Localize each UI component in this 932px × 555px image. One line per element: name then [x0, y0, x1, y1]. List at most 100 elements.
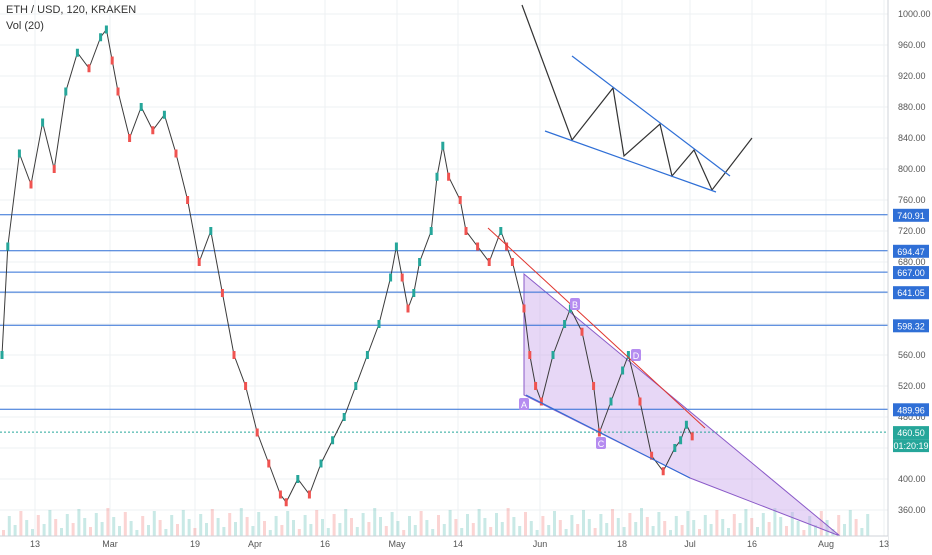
candle	[220, 289, 224, 297]
volume-bar	[187, 519, 191, 536]
y-tick-label: 520.00	[898, 381, 926, 391]
volume-bar	[814, 525, 817, 536]
schematic-upper-line	[571, 55, 731, 177]
volume-label: Vol (20)	[6, 20, 44, 32]
candle	[174, 149, 178, 158]
volume-bar	[657, 512, 661, 536]
volume-bar	[727, 528, 730, 536]
x-tick-label: May	[388, 539, 406, 549]
candle	[354, 382, 358, 390]
y-tick-label: 720.00	[898, 226, 926, 236]
volume-bar	[141, 516, 145, 536]
volume-bar	[396, 521, 400, 536]
volume-bar	[680, 525, 684, 536]
pattern-point-marker	[519, 398, 529, 410]
candle	[365, 351, 369, 359]
volume-bar	[205, 523, 208, 536]
volume-bar	[164, 529, 168, 536]
volume-bar	[338, 523, 342, 536]
volume-bar	[42, 524, 46, 536]
volume-bar	[222, 527, 226, 536]
volume-bar	[454, 519, 458, 536]
volume-bar	[274, 516, 278, 536]
volume-bar	[837, 515, 841, 536]
x-tick-label: 18	[617, 539, 627, 549]
volume-bar	[460, 528, 464, 536]
candle	[128, 134, 132, 142]
volume-bar	[541, 516, 545, 536]
volume-bar	[605, 523, 609, 536]
candle	[151, 126, 155, 135]
volume-bar	[361, 513, 365, 536]
volume-bar	[645, 517, 649, 536]
candle	[186, 196, 190, 204]
level-price-label: 694.47	[897, 247, 925, 257]
pattern-point-marker	[631, 349, 641, 361]
candle	[162, 110, 166, 119]
volume-bar	[321, 519, 324, 536]
candle	[406, 304, 410, 313]
volume-bar	[529, 521, 533, 536]
candle	[377, 320, 381, 328]
volume-bar	[825, 520, 829, 536]
volume-bar	[286, 511, 290, 536]
level-price-label: 641.05	[897, 288, 925, 298]
level-price-tag	[893, 244, 929, 258]
volume-bar	[570, 515, 574, 536]
volume-bar	[692, 520, 696, 536]
candle	[209, 227, 213, 235]
volume-bar	[709, 524, 713, 536]
volume-bar	[599, 514, 603, 536]
pattern-point-marker	[596, 437, 606, 449]
volume-bar	[152, 511, 156, 536]
volume-bar	[332, 514, 336, 536]
volume-bar	[239, 508, 243, 536]
level-price-label: 598.32	[897, 321, 925, 331]
volume-bar	[547, 525, 551, 536]
volume-bar	[176, 524, 179, 536]
volume-bar	[761, 513, 765, 536]
candle	[528, 351, 532, 359]
x-tick-label: 13	[30, 539, 40, 549]
candle	[487, 258, 491, 266]
volume-bar	[54, 519, 58, 536]
volume-bar	[303, 515, 307, 536]
volume-bar	[506, 508, 510, 536]
schematic-lower-line	[544, 130, 717, 193]
volume-bar	[13, 525, 17, 536]
candle	[522, 304, 526, 313]
volume-bar	[582, 510, 585, 536]
candle	[429, 227, 433, 235]
candle	[679, 436, 683, 445]
candle	[99, 33, 103, 42]
candle	[331, 436, 335, 445]
volume-bar	[112, 517, 116, 536]
volume-bar	[808, 516, 812, 536]
volume-bar	[2, 530, 5, 536]
candle	[447, 172, 451, 181]
volume-bar	[309, 524, 313, 536]
level-price-tag	[893, 286, 929, 300]
volume-bar	[89, 527, 92, 536]
y-tick-label: 840.00	[898, 133, 926, 143]
volume-bar	[854, 519, 858, 536]
y-tick-label: 880.00	[898, 102, 926, 112]
volume-bar	[767, 522, 771, 536]
volume-bar	[448, 510, 452, 536]
volume-bar	[297, 529, 301, 536]
candle	[307, 490, 311, 499]
volume-bar	[500, 522, 504, 536]
wedge-zone	[523, 272, 841, 537]
candle	[684, 420, 688, 429]
volume-bar	[251, 526, 255, 536]
candle	[621, 366, 625, 375]
volume-bar	[686, 511, 690, 536]
volume-bar	[848, 510, 852, 536]
volume-bar	[94, 513, 98, 536]
volume-bar	[170, 515, 174, 536]
volume-bar	[263, 521, 266, 536]
volume-bar	[698, 529, 701, 536]
candle	[650, 451, 654, 460]
